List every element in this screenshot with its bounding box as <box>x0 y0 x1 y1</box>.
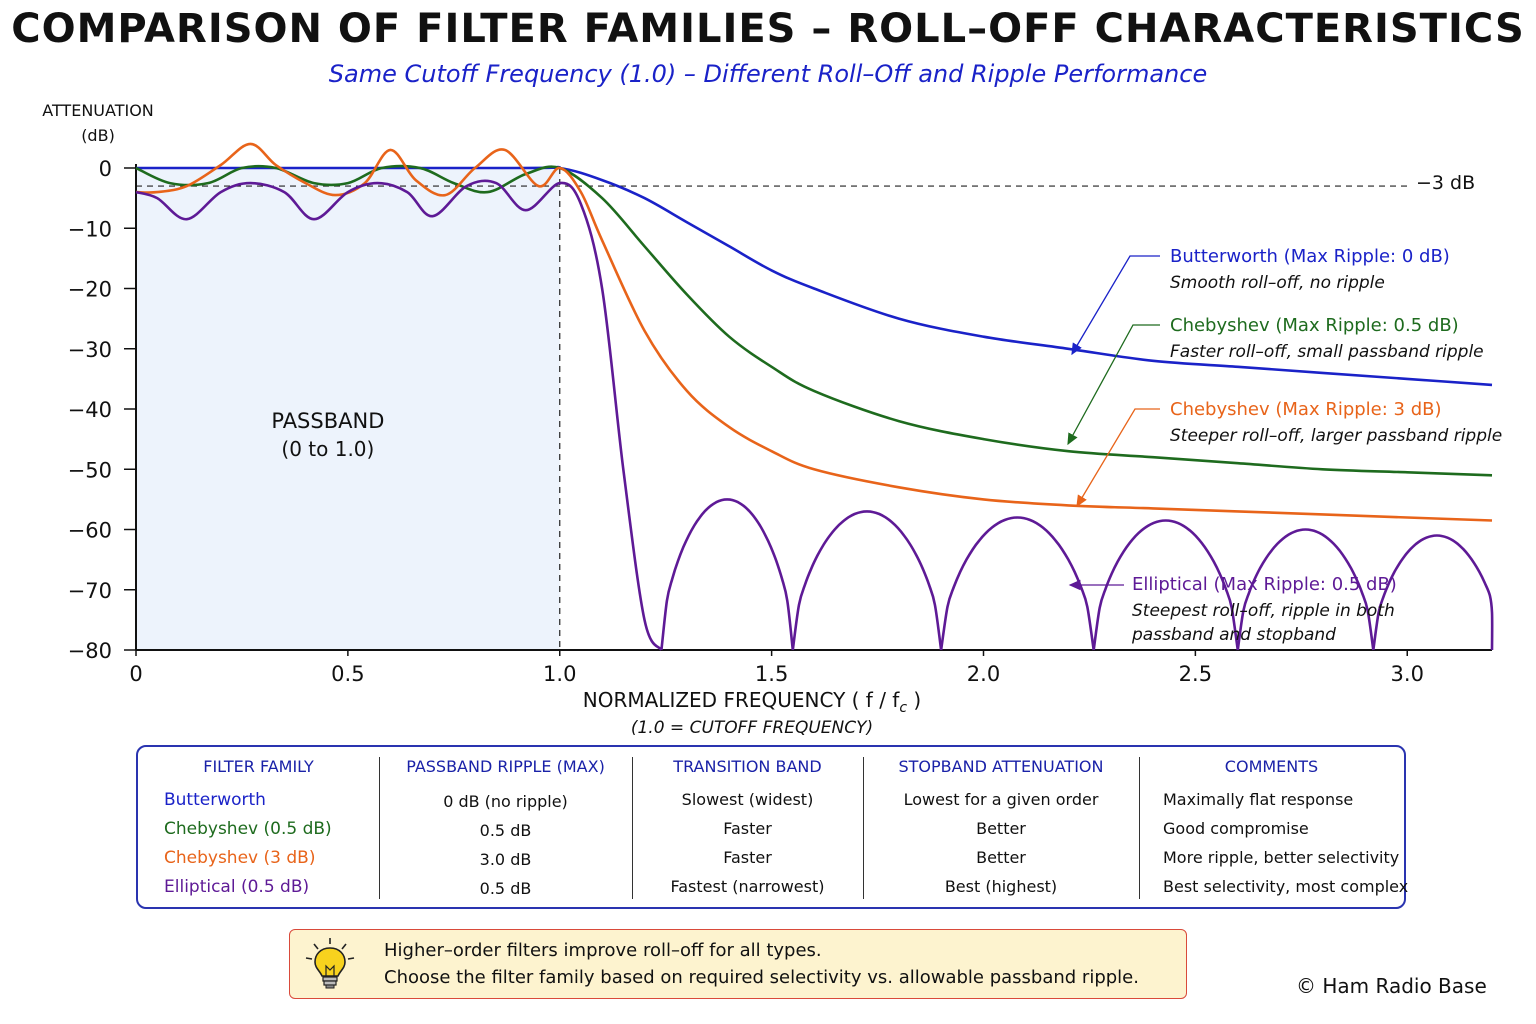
x-axis-note: (1.0 = CUTOFF FREQUENCY) <box>631 718 873 738</box>
tip-note: Higher–order filters improve roll–off fo… <box>289 929 1187 999</box>
series-description-chebyshev-3db: Steeper roll–off, larger passband ripple <box>1170 426 1502 446</box>
annotation-arrow-chebyshev-05db <box>1067 324 1160 446</box>
y-tick-label: −10 <box>68 217 112 241</box>
table-cell: 0 dB (no ripple) <box>443 792 568 811</box>
table-cell: Slowest (widest) <box>681 790 814 809</box>
comparison-table: FILTER FAMILY Butterworth Chebyshev (0.5… <box>136 745 1408 909</box>
table-divider <box>1139 757 1140 899</box>
series-line-elliptical-stopband <box>1372 534 1494 651</box>
x-tick-label: 2.5 <box>1179 662 1212 686</box>
table-header: COMMENTS <box>1224 757 1319 776</box>
passband-range-label: (0 to 1.0) <box>281 437 374 461</box>
table-cell: Best selectivity, most complex <box>1163 877 1409 896</box>
table-cell: Faster <box>723 848 772 867</box>
lightbulb-icon <box>305 938 355 989</box>
table-cell: Faster <box>723 819 772 838</box>
x-tick-label: 2.0 <box>967 662 1000 686</box>
table-cell: Best (highest) <box>944 877 1058 896</box>
table-cell: Lowest for a given order <box>903 790 1099 809</box>
y-axis-label: ATTENUATION <box>42 101 154 120</box>
series-description-butterworth: Smooth roll–off, no ripple <box>1170 273 1385 293</box>
table-header: FILTER FAMILY <box>203 757 314 776</box>
annotation-arrow-chebyshev-3db <box>1076 408 1160 508</box>
series-name-chebyshev-3db: Chebyshev (Max Ripple: 3 dB) <box>1170 399 1442 420</box>
x-tick-label: 0.5 <box>331 662 364 686</box>
table-cell: 0.5 dB <box>479 879 532 898</box>
y-axis-unit: (dB) <box>81 126 115 145</box>
table-header: TRANSITION BAND <box>673 757 822 776</box>
filter-roll-off-chart: PASSBAND (0 to 1.0) −3 dB 0 −10 −20 −30 −40 −50 −… <box>42 101 1502 738</box>
y-tick-label: −70 <box>68 579 112 603</box>
passband-region <box>136 168 560 650</box>
x-tick-label: 0 <box>129 662 142 686</box>
table-cell-family: Elliptical (0.5 dB) <box>164 877 310 897</box>
series-line-chebyshev-05db <box>135 164 1493 477</box>
y-tick-label: −80 <box>68 639 112 663</box>
passband-label: PASSBAND <box>271 409 384 433</box>
series-line-elliptical-stopband <box>791 510 943 651</box>
table-cell: 3.0 dB <box>479 850 532 869</box>
reference-line-label: −3 dB <box>1416 172 1475 194</box>
series-description-chebyshev-05db: Faster roll–off, small passband ripple <box>1170 342 1484 362</box>
table-column-transition: TRANSITION BAND Slowest (widest) Faster … <box>632 747 863 907</box>
tip-line-1: Higher–order filters improve roll–off fo… <box>384 940 822 961</box>
series-name-butterworth: Butterworth (Max Ripple: 0 dB) <box>1170 246 1450 267</box>
chart-title: COMPARISON OF FILTER FAMILIES – ROLL–OFF… <box>11 6 1525 52</box>
tip-line-2: Choose the filter family based on requir… <box>384 967 1139 988</box>
table-cell: Maximally flat response <box>1163 790 1354 809</box>
series-line-elliptical <box>135 179 663 651</box>
series-line-elliptical-stopband <box>939 516 1095 651</box>
series-line-chebyshev-3db <box>135 142 1493 522</box>
table-cell: More ripple, better selectivity <box>1163 848 1400 867</box>
y-tick-label: −40 <box>68 398 112 422</box>
series-line-elliptical-stopband <box>1092 519 1240 651</box>
x-tick-label: 1.0 <box>543 662 576 686</box>
table-cell: Fastest (narrowest) <box>670 877 825 896</box>
y-tick-label: −20 <box>68 278 112 302</box>
table-header: PASSBAND RIPPLE (MAX) <box>406 757 605 776</box>
y-tick-label: −60 <box>68 519 112 543</box>
table-cell-family: Chebyshev (3 dB) <box>164 848 316 868</box>
series-line-elliptical-stopband <box>660 498 795 651</box>
copyright-text: © Ham Radio Base <box>1296 974 1487 998</box>
chart-subtitle: Same Cutoff Frequency (1.0) – Different … <box>328 60 1208 88</box>
table-cell: Good compromise <box>1163 819 1309 838</box>
table-divider <box>379 757 380 899</box>
table-cell-family: Butterworth <box>164 790 266 810</box>
series-name-elliptical: Elliptical (Max Ripple: 0.5 dB) <box>1132 574 1397 595</box>
table-column-comments: COMMENTS Maximally flat response Good co… <box>1139 747 1408 907</box>
table-cell: Better <box>976 848 1026 867</box>
table-cell: 0.5 dB <box>479 821 532 840</box>
y-tick-label: 0 <box>99 157 112 181</box>
table-divider <box>863 757 864 899</box>
series-name-chebyshev-05db: Chebyshev (Max Ripple: 0.5 dB) <box>1170 315 1459 336</box>
x-axis-label: NORMALIZED FREQUENCY ( f / fc ) <box>583 688 921 716</box>
table-column-ripple: PASSBAND RIPPLE (MAX) 0 dB (no ripple) 0… <box>379 747 632 907</box>
series-description-elliptical: Steepest roll–off, ripple in both <box>1132 601 1395 621</box>
table-column-stopband: STOPBAND ATTENUATION Lowest for a given … <box>863 747 1139 907</box>
series-line-elliptical-stopband <box>1236 528 1375 651</box>
x-tick-label: 3.0 <box>1391 662 1424 686</box>
table-divider <box>632 757 633 899</box>
annotation-arrow-butterworth <box>1071 255 1160 356</box>
series-description-elliptical: passband and stopband <box>1131 625 1336 645</box>
table-header: STOPBAND ATTENUATION <box>898 757 1104 776</box>
x-tick-label: 1.5 <box>755 662 788 686</box>
table-cell-family: Chebyshev (0.5 dB) <box>164 819 332 839</box>
y-tick-label: −30 <box>68 338 112 362</box>
table-cell: Better <box>976 819 1026 838</box>
table-column-family: FILTER FAMILY Butterworth Chebyshev (0.5… <box>138 747 379 907</box>
y-tick-label: −50 <box>68 458 112 482</box>
